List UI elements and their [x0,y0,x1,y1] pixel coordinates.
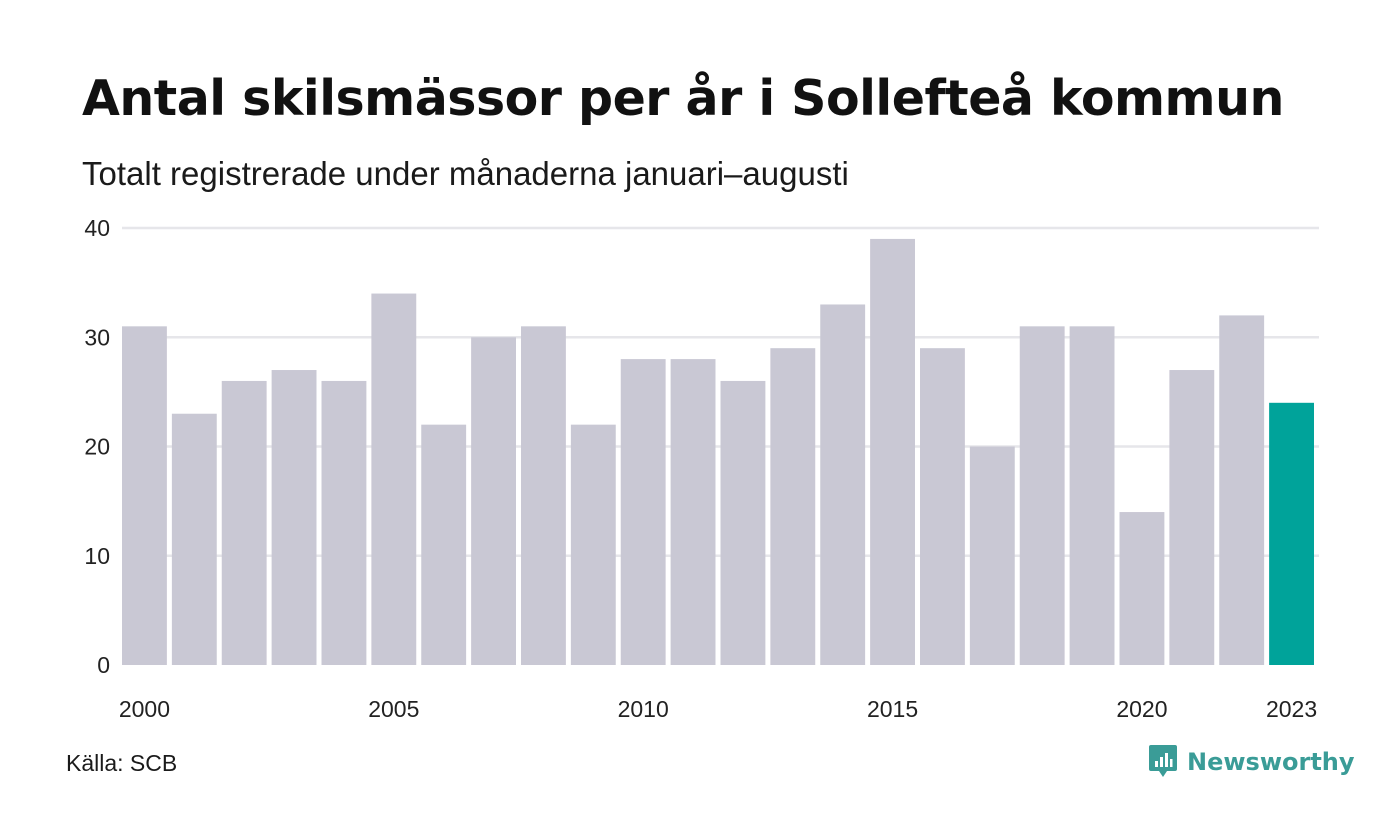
bar-2018 [1019,326,1065,665]
bar-2013 [770,348,816,665]
brand-logo: Newsworthy [1148,744,1355,780]
y-axis-tick-labels: 0 10 20 30 40 [84,215,110,678]
bar-2012 [720,380,766,665]
bar-2006 [421,424,467,665]
x-tick-label: 2010 [618,696,669,722]
chart-title: Antal skilsmässor per år i Sollefteå kom… [82,70,1284,127]
y-tick-label: 10 [84,543,110,569]
bar-2019 [1069,326,1115,665]
bar-2023 [1269,402,1314,665]
chart-subtitle: Totalt registrerade under månaderna janu… [82,155,849,192]
bars [122,238,1314,666]
bar-2017 [969,446,1015,665]
bar-2008 [521,326,566,665]
x-tick-label: 2015 [867,696,918,722]
x-tick-label: 2023 [1266,696,1317,722]
brand-name: Newsworthy [1187,748,1355,776]
bar-2004 [321,380,367,665]
bar-2011 [670,359,716,665]
y-tick-label: 20 [84,434,110,460]
bar-2002 [221,380,267,665]
bar-2001 [171,413,217,665]
bar-2010 [620,359,666,665]
x-tick-label: 2000 [119,696,170,722]
bar-2005 [371,293,417,665]
bar-2014 [820,304,866,665]
source-note: Källa: SCB [66,750,178,776]
x-axis-tick-labels: 2000 2005 2010 2015 2020 2023 [119,696,1317,722]
bar-2000 [122,326,167,665]
y-tick-label: 0 [97,652,110,678]
y-tick-label: 30 [84,324,110,350]
bar-2020 [1119,512,1165,665]
bar-2003 [271,370,317,665]
bar-2015 [870,238,915,666]
bar-2007 [471,337,516,665]
bar-2021 [1169,370,1215,665]
bar-2009 [570,424,616,665]
x-tick-label: 2020 [1116,696,1167,722]
newsworthy-logo-icon [1149,745,1177,777]
y-tick-label: 40 [84,215,110,241]
bar-2022 [1219,315,1265,665]
bar-2016 [920,348,965,665]
x-tick-label: 2005 [368,696,419,722]
